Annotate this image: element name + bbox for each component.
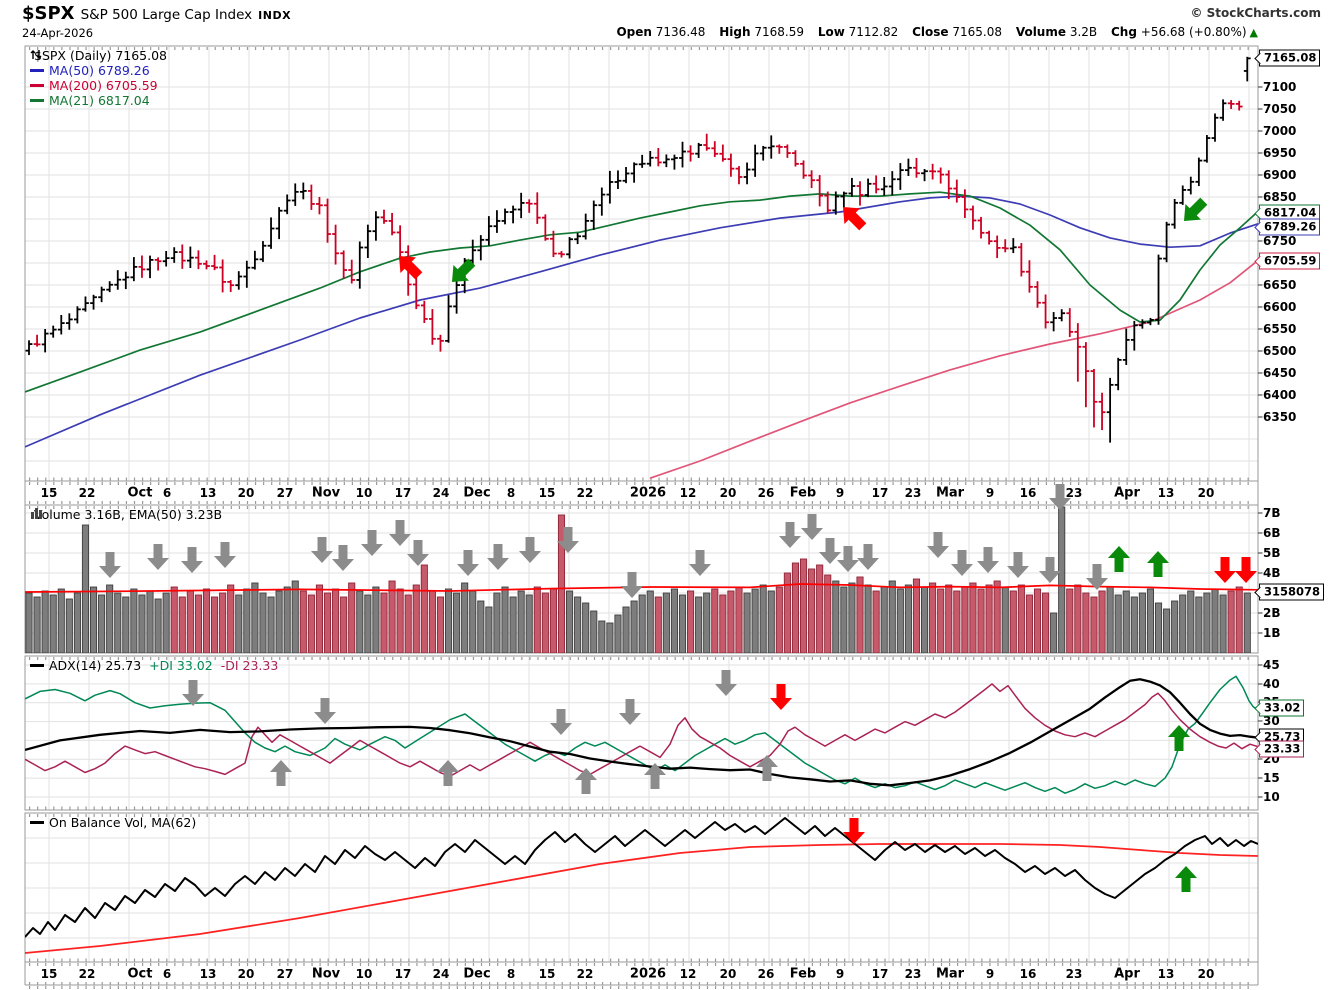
- adx-panel-legend: ADX(14) 25.73 +DI 33.02 -DI 23.33: [30, 658, 278, 673]
- green-arrow-up-icon: [1147, 551, 1169, 577]
- green-arrow-up-icon: [1108, 546, 1130, 572]
- gray-arrow-down-icon: [1049, 484, 1071, 510]
- gray-arrow-up-icon: [437, 760, 459, 786]
- low-label: Low: [817, 25, 845, 39]
- plus-di-legend: +DI 33.02: [149, 658, 213, 673]
- symbol-name: S&P 500 Large Cap Index: [80, 7, 253, 23]
- green-arrow-up-left-icon: [452, 258, 476, 282]
- ohlc-quote-row: Open 7136.48 High 7168.59 Low 7112.82 Cl…: [606, 25, 1258, 39]
- low-value: 7112.82: [848, 25, 899, 39]
- obv-dash-icon: [30, 821, 44, 824]
- volume-value: 3.2B: [1069, 25, 1098, 39]
- gray-arrow-down-icon: [99, 552, 121, 578]
- green-arrow-up-left-icon: [1184, 197, 1208, 221]
- open-label: Open: [616, 25, 652, 39]
- price-legend-title: $SPX (Daily) 7165.08: [34, 48, 168, 63]
- adx-legend: ADX(14) 25.73: [49, 658, 142, 673]
- minus-di-legend: -DI 23.33: [220, 658, 279, 673]
- gray-arrow-down-icon: [801, 514, 823, 540]
- green-arrow-up-icon: [1168, 725, 1190, 751]
- price-panel-legend: $SPX (Daily) 7165.08 MA(50) 6789.26 MA(2…: [30, 48, 167, 108]
- gray-arrow-up-icon: [575, 768, 597, 794]
- open-value: 7136.48: [655, 25, 706, 39]
- gray-arrow-down-icon: [550, 709, 572, 735]
- gray-arrow-up-icon: [644, 763, 666, 789]
- close-label: Close: [912, 25, 949, 39]
- gray-arrow-down-icon: [389, 520, 411, 546]
- gray-arrow-down-icon: [837, 546, 859, 572]
- obv-panel-legend: On Balance Vol, MA(62): [30, 815, 196, 830]
- volume-panel-legend: Volume 3.16B, EMA(50) 3.23B: [30, 507, 222, 522]
- ma200-legend: MA(200) 6705.59: [49, 78, 158, 93]
- gray-arrow-down-icon: [407, 540, 429, 566]
- gray-arrow-down-icon: [519, 537, 541, 563]
- red-arrow-down-icon: [1214, 557, 1236, 583]
- red-arrow-down-left-icon: [843, 207, 867, 231]
- gray-arrow-down-icon: [214, 542, 236, 568]
- gray-arrow-down-icon: [311, 537, 333, 563]
- gray-arrow-down-icon: [1086, 564, 1108, 590]
- gray-arrow-up-icon: [270, 760, 292, 786]
- gray-arrow-down-icon: [715, 670, 737, 696]
- chart-header: $SPX S&P 500 Large Cap Index INDX: [22, 3, 291, 24]
- gray-arrow-down-icon: [819, 538, 841, 564]
- exchange-tag: INDX: [258, 9, 292, 22]
- volume-legend-text: Volume 3.16B, EMA(50) 3.23B: [34, 507, 223, 522]
- stockcharts-credit-link[interactable]: © StockCharts.com: [1190, 6, 1321, 20]
- high-label: High: [719, 25, 751, 39]
- chart-date: 24-Apr-2026: [22, 26, 94, 40]
- gray-arrow-down-icon: [951, 550, 973, 576]
- gray-arrow-down-icon: [332, 545, 354, 571]
- green-arrow-up-icon: [1175, 866, 1197, 892]
- red-arrow-down-left-icon: [399, 256, 423, 280]
- volume-label: Volume: [1015, 25, 1066, 39]
- gray-arrow-down-icon: [361, 530, 383, 556]
- gray-arrow-down-icon: [779, 522, 801, 548]
- gray-arrow-down-icon: [1039, 557, 1061, 583]
- ma21-dash-icon: [30, 99, 44, 102]
- change-label: Chg: [1110, 25, 1137, 39]
- ma200-dash-icon: [30, 84, 44, 87]
- gray-arrow-up-icon: [756, 755, 778, 781]
- red-arrow-down-icon: [770, 684, 792, 710]
- adx-dash-icon: [30, 664, 44, 667]
- ma50-dash-icon: [30, 69, 44, 72]
- close-value: 7165.08: [952, 25, 1002, 39]
- change-up-triangle-icon: ▲: [1249, 26, 1258, 39]
- red-arrow-down-icon: [1235, 557, 1257, 583]
- gray-arrow-down-icon: [857, 544, 879, 570]
- gray-arrow-down-icon: [314, 698, 336, 724]
- change-value: +56.68 (+0.80%): [1140, 25, 1247, 39]
- gray-arrow-down-icon: [557, 527, 579, 553]
- gray-arrow-down-icon: [927, 532, 949, 558]
- gray-arrow-down-icon: [977, 547, 999, 573]
- red-arrow-down-icon: [843, 818, 865, 844]
- ma50-legend: MA(50) 6789.26: [49, 63, 150, 78]
- gray-arrow-down-icon: [621, 572, 643, 598]
- ma21-legend: MA(21) 6817.04: [49, 93, 150, 108]
- gray-arrow-down-icon: [182, 680, 204, 706]
- gray-arrow-down-icon: [487, 544, 509, 570]
- gray-arrow-down-icon: [1007, 552, 1029, 578]
- gray-arrow-down-icon: [619, 699, 641, 725]
- gray-arrow-down-icon: [147, 544, 169, 570]
- gray-arrow-down-icon: [457, 550, 479, 576]
- gray-arrow-down-icon: [689, 550, 711, 576]
- symbol: $SPX: [22, 3, 75, 24]
- gray-arrow-down-icon: [181, 547, 203, 573]
- high-value: 7168.59: [754, 25, 804, 39]
- obv-legend-text: On Balance Vol, MA(62): [49, 815, 197, 830]
